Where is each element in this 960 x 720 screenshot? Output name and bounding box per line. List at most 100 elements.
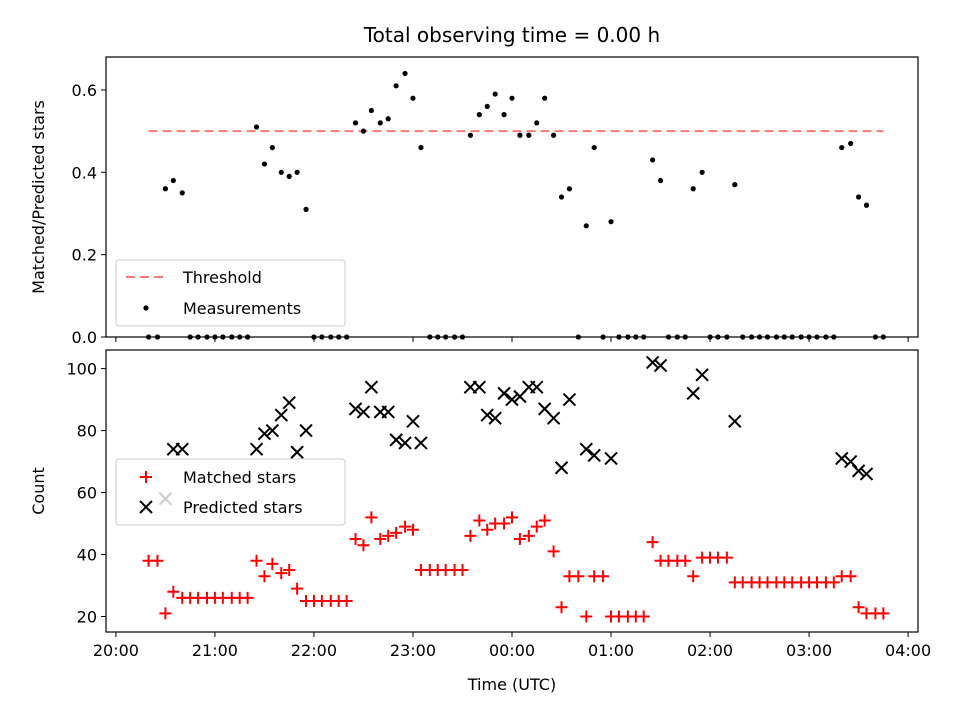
measurement-point [665, 334, 672, 340]
measurement-point [550, 132, 557, 138]
plot-area [145, 70, 886, 340]
measurement-point [336, 334, 342, 340]
measurement-point [534, 120, 540, 126]
predicted-star-marker [530, 380, 544, 394]
matched-star-marker [167, 585, 180, 598]
predicted-star-marker [356, 405, 371, 419]
measurement-point [385, 116, 391, 122]
measurement-point [204, 334, 210, 340]
measurement-point [880, 334, 886, 340]
measurement-point [633, 334, 639, 340]
measurement-point [591, 144, 597, 151]
predicted-star-marker [562, 392, 577, 407]
measurement-point [286, 173, 292, 180]
legend-predicted-label: Predicted stars [183, 498, 303, 517]
matched-star-marker [538, 514, 551, 527]
measurement-point [699, 169, 705, 175]
measurement-point [839, 144, 845, 151]
chart-title: Total observing time = 0.00 h [363, 23, 660, 47]
measurement-point [798, 334, 804, 340]
matched-star-marker [258, 570, 271, 583]
matched-star-marker [340, 595, 353, 608]
x-tick-label: 03:00 [786, 641, 832, 660]
predicted-star-marker [381, 405, 395, 419]
matched-star-marker [506, 511, 518, 524]
predicted-star-marker [257, 426, 272, 441]
measurement-point [707, 334, 713, 340]
measurement-point [467, 132, 474, 138]
y-axis-label: Matched/Predicted stars [29, 100, 48, 294]
predicted-star-marker [274, 408, 288, 422]
measurement-point [600, 334, 606, 340]
legend-measurement-swatch [143, 305, 149, 311]
measurement-point [360, 128, 367, 134]
matched-star-marker [275, 567, 288, 580]
x-tick-label: 22:00 [291, 641, 337, 660]
predicted-star-marker [728, 414, 742, 428]
measurement-point [187, 334, 193, 340]
measurement-point [418, 144, 424, 151]
measurement-point [641, 334, 647, 340]
matched-star-marker [241, 591, 254, 604]
y-tick-label: 60 [77, 484, 97, 503]
measurement-point [863, 202, 870, 208]
ratio-panel: 0.0 0.2 0.4 0.6 Matched/Predicted stars Thres… [29, 56, 919, 347]
measurement-point [848, 140, 854, 147]
predicted-star-marker [480, 408, 494, 422]
measurement-point [558, 194, 565, 200]
measurement-point [261, 161, 268, 167]
predicted-star-marker [695, 368, 709, 382]
measurement-point [650, 157, 656, 163]
measurement-point [229, 334, 235, 340]
matched-star-marker [679, 554, 692, 567]
predicted-star-marker [851, 464, 866, 478]
measurement-point [526, 132, 532, 138]
legend-box [115, 458, 346, 526]
measurement-point [715, 334, 721, 340]
measurement-point [542, 95, 548, 101]
predicted-star-marker [290, 445, 304, 459]
measurement-point [690, 186, 696, 192]
legend-matched-label: Matched stars [183, 468, 296, 487]
matched-star-marker [852, 601, 865, 614]
matched-star-marker [530, 520, 543, 533]
measurement-point [740, 334, 746, 340]
legend-threshold-label: Threshold [182, 268, 262, 287]
measurement-point [402, 70, 408, 77]
y-tick-label: 0.6 [72, 81, 97, 100]
measurement-point [303, 206, 309, 212]
measurement-point [195, 334, 201, 340]
predicted-star-marker [579, 442, 593, 456]
predicted-star-marker [546, 411, 561, 425]
measurement-point [393, 83, 399, 89]
matched-star-marker [456, 564, 469, 577]
matched-star-marker [720, 551, 733, 564]
measurement-point [145, 334, 152, 340]
measurement-point [368, 107, 374, 114]
legend-measurement-label: Measurements [183, 299, 301, 318]
measurement-point [806, 334, 812, 340]
measurement-point [732, 182, 738, 188]
measurement-point [724, 334, 730, 340]
measurement-point [237, 334, 243, 340]
predicted-star-marker [488, 411, 502, 425]
predicted-star-marker [587, 448, 601, 463]
matched-star-marker [266, 557, 279, 570]
measurement-point [492, 91, 498, 97]
y-tick-label: 80 [77, 422, 97, 441]
predicted-star-marker [299, 423, 313, 438]
predicted-star-marker [859, 467, 874, 481]
measurement-point [575, 334, 581, 340]
measurement-point [344, 334, 350, 340]
legend-predicted-swatch [139, 500, 153, 514]
matched-star-marker [580, 610, 593, 623]
predicted-star-marker [265, 423, 280, 438]
measurement-point [459, 334, 466, 340]
predicted-star-marker [398, 436, 412, 450]
matched-star-marker [844, 570, 857, 583]
matched-star-marker [498, 517, 511, 530]
matched-star-marker [250, 554, 263, 567]
predicted-star-marker [389, 433, 403, 447]
matched-star-marker [406, 523, 419, 536]
